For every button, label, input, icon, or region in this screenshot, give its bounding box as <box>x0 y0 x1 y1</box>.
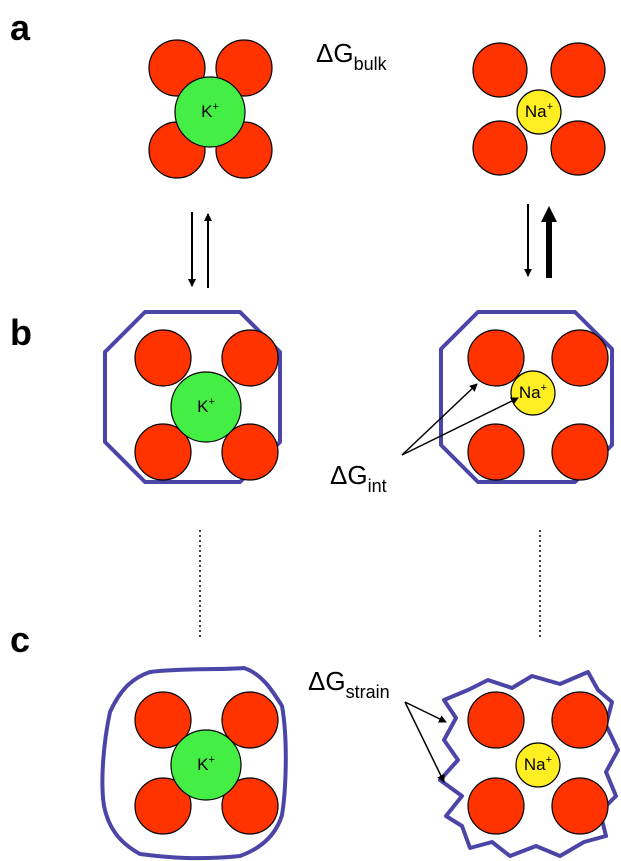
pointer-arrows <box>401 383 519 456</box>
ion-label: Na+ <box>524 754 552 775</box>
panel-label: c <box>10 619 30 660</box>
na-strained: Na+ <box>438 670 620 858</box>
ion-label: Na+ <box>519 382 547 403</box>
dotted-connectors <box>199 530 541 637</box>
k-bulk: K+ <box>148 39 273 179</box>
energy-term: ΔGint <box>330 460 387 496</box>
k-strained: K+ <box>100 666 288 861</box>
panel-label: a <box>10 7 31 48</box>
na-site: Na+ <box>439 310 614 484</box>
panel-label: b <box>10 312 32 353</box>
pointer-arrows <box>404 701 447 783</box>
energy-term: ΔGbulk <box>316 38 388 74</box>
ion-label: Na+ <box>525 101 553 122</box>
ion-label: K+ <box>197 754 215 775</box>
ion-label: K+ <box>197 396 215 417</box>
equilibrium-arrows <box>188 204 557 288</box>
ion-label: K+ <box>201 101 219 122</box>
k-site: K+ <box>103 310 282 484</box>
energy-term: ΔGstrain <box>308 666 390 702</box>
na-bulk: Na+ <box>472 42 606 176</box>
